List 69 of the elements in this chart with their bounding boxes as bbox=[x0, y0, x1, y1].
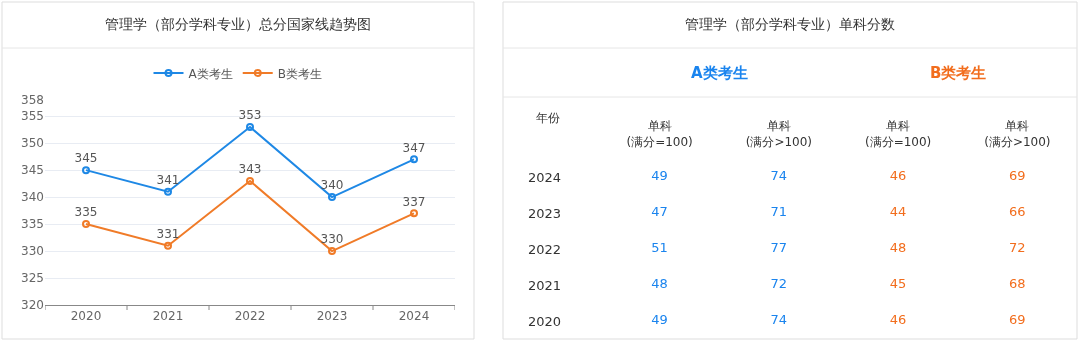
y-tick-label: 2021 bbox=[527, 277, 561, 293]
x-tick-label: 单科 (满分=100) bbox=[626, 119, 693, 149]
data-label: 72 bbox=[1009, 240, 1026, 256]
point bbox=[164, 241, 172, 250]
data-label: 46 bbox=[889, 168, 907, 184]
data-label: 345 bbox=[74, 151, 98, 166]
data-label: 46 bbox=[889, 312, 907, 328]
data-label: 48 bbox=[651, 276, 668, 292]
y-tick-label: 358 bbox=[21, 93, 44, 108]
legend-label: A类考生 bbox=[188, 66, 233, 81]
data-label: 330 bbox=[320, 232, 344, 247]
data-label: 72 bbox=[770, 276, 788, 292]
x-tick-label: 单科 (满分>100) bbox=[984, 119, 1051, 149]
data-label: 49 bbox=[651, 312, 668, 328]
data-label: 347 bbox=[402, 140, 426, 155]
x-tick-label: 2023 bbox=[316, 309, 348, 324]
y-tick-label: 320 bbox=[21, 298, 44, 313]
x-tick-label: 2024 bbox=[398, 309, 430, 324]
chart-title: 管理学（部分学科专业）总分国家线趋势图 bbox=[105, 16, 371, 32]
point bbox=[82, 166, 90, 175]
point bbox=[164, 187, 172, 196]
data-label: 51 bbox=[651, 240, 668, 256]
data-label: 353 bbox=[238, 108, 262, 123]
y-tick-label: 325 bbox=[21, 271, 44, 286]
x-tick-label: 2022 bbox=[234, 309, 266, 324]
data-label: 341 bbox=[156, 172, 180, 187]
x-tick-label: 2021 bbox=[152, 309, 184, 324]
data-label: 337 bbox=[402, 194, 426, 209]
y-tick-label: 330 bbox=[21, 244, 44, 259]
x-tick-label: 2020 bbox=[70, 309, 102, 324]
y-tick-label: 2022 bbox=[527, 241, 561, 257]
y-tick-label: 2024 bbox=[527, 169, 561, 185]
text: A类考生 bbox=[691, 64, 748, 82]
data-label: 69 bbox=[1009, 168, 1026, 184]
y-tick-label: 2023 bbox=[527, 205, 561, 221]
y-tick-label: 340 bbox=[21, 190, 44, 205]
point bbox=[410, 155, 418, 164]
x-tick-label: 单科 (满分>100) bbox=[745, 119, 813, 149]
data-label: 343 bbox=[238, 162, 262, 177]
data-label: 71 bbox=[770, 204, 788, 220]
data-label: 340 bbox=[320, 178, 344, 193]
y-tick-label: 350 bbox=[21, 136, 44, 151]
data-label: 74 bbox=[770, 168, 788, 184]
data-label: 48 bbox=[889, 240, 907, 256]
y-tick-label: 335 bbox=[21, 217, 44, 232]
data-label: 66 bbox=[1009, 204, 1026, 220]
point bbox=[246, 176, 254, 185]
data-label: 74 bbox=[770, 312, 788, 328]
data-label: 68 bbox=[1009, 276, 1026, 292]
data-label: 45 bbox=[889, 276, 907, 292]
data-label: 44 bbox=[889, 204, 907, 220]
point bbox=[82, 220, 90, 229]
data-label: 69 bbox=[1009, 312, 1026, 328]
x-tick-label: 单科 (满分=100) bbox=[864, 119, 932, 149]
data-label: 77 bbox=[770, 240, 788, 256]
y-tick-label: 345 bbox=[21, 163, 44, 178]
point bbox=[328, 193, 336, 202]
data-label: 335 bbox=[74, 205, 98, 220]
data-label: 331 bbox=[156, 226, 180, 241]
chart-title: 管理学（部分学科专业）单科分数 bbox=[685, 16, 895, 32]
point bbox=[328, 247, 336, 256]
data-label: 47 bbox=[651, 204, 668, 220]
point bbox=[410, 209, 418, 218]
data-label: 49 bbox=[651, 168, 668, 184]
text: B类考生 bbox=[930, 64, 987, 82]
y-tick-label: 355 bbox=[21, 109, 44, 124]
y-axis-title: 年份 bbox=[536, 111, 560, 125]
legend-label: B类考生 bbox=[277, 66, 322, 81]
point bbox=[246, 122, 254, 131]
